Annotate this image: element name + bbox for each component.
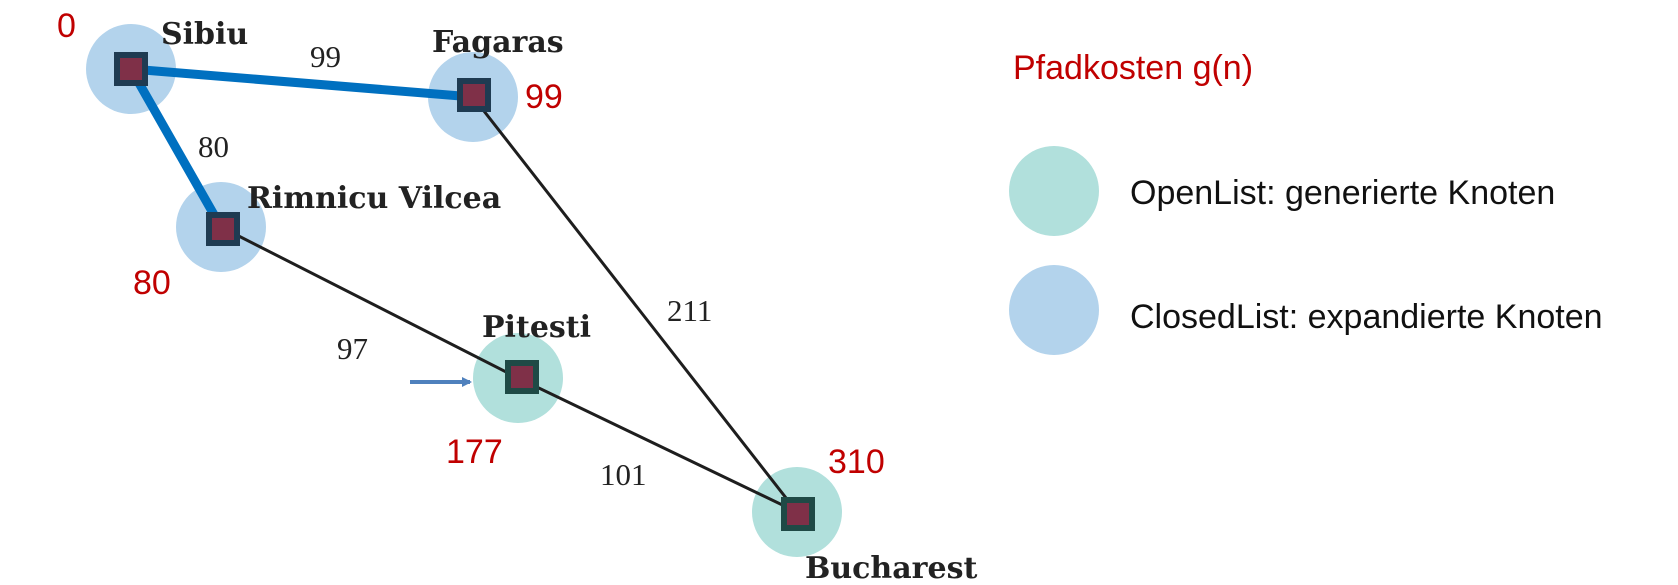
edge-weights: 99 80 211 97 101 (198, 39, 712, 492)
node-label-sibiu: Sibiu (161, 17, 248, 52)
node-label-bucharest: Bucharest (805, 551, 977, 585)
cost-label-rimnicu: 80 (133, 264, 171, 302)
node-square-pitesti (505, 360, 539, 394)
legend-closed-label: ClosedList: expandierte Knoten (1130, 298, 1603, 336)
node-square-bucharest (781, 497, 815, 531)
node-label-rimnicu: Rimnicu Vilcea (247, 181, 501, 216)
edge-fagaras-bucharest (471, 95, 799, 514)
edge-sibiu-fagaras (126, 64, 478, 102)
cost-label-fagaras: 99 (525, 78, 563, 116)
node-squares (114, 52, 815, 531)
node-label-pitesti: Pitesti (482, 310, 591, 345)
edges (126, 64, 799, 514)
path-costs: 0 99 80 177 310 (57, 7, 885, 481)
edge-rimnicu-pitesti (219, 225, 520, 380)
node-label-fagaras: Fagaras (432, 25, 564, 60)
edge-pitesti-bucharest (516, 376, 799, 514)
edge-weight-sibiu-rimnicu: 80 (198, 129, 229, 164)
legend-open-label: OpenList: generierte Knoten (1130, 174, 1555, 212)
edge-weight-fagaras-bucharest: 211 (667, 293, 712, 328)
cost-label-bucharest: 310 (828, 443, 885, 481)
legend-closed-swatch (1009, 265, 1099, 355)
edge-weight-rimnicu-pitesti: 97 (337, 331, 368, 366)
cost-label-pitesti: 177 (446, 433, 503, 471)
legend-title: Pfadkosten g(n) (1013, 49, 1253, 87)
node-square-sibiu (114, 52, 148, 86)
edge-weight-sibiu-fagaras: 99 (310, 39, 341, 74)
edge-sibiu-rimnicu (126, 64, 226, 232)
node-square-rimnicu (206, 212, 240, 246)
legend: Pfadkosten g(n) OpenList: generierte Kno… (1009, 49, 1603, 355)
legend-open-swatch (1009, 146, 1099, 236)
edge-weight-pitesti-bucharest: 101 (600, 457, 647, 492)
node-square-fagaras (457, 78, 491, 112)
cost-label-sibiu: 0 (57, 7, 76, 45)
node-labels: Sibiu Fagaras Rimnicu Vilcea Pitesti Buc… (161, 17, 977, 585)
